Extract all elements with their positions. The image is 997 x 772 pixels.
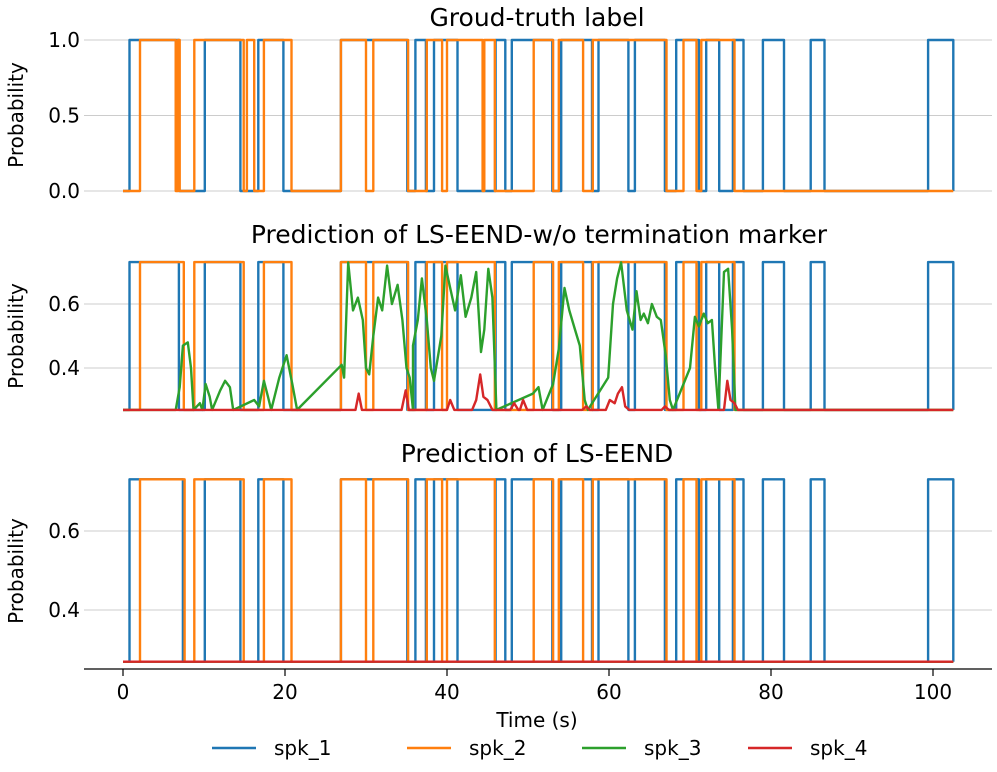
panel-title: Prediction of LS-EEND-w/o termination ma… xyxy=(251,220,828,249)
legend-label-spk-4: spk_4 xyxy=(810,736,867,760)
x-tick-label: 80 xyxy=(758,680,783,704)
series-line-spk-4 xyxy=(123,373,954,412)
y-tick-label: 0.6 xyxy=(48,292,80,316)
y-axis-label: Probability xyxy=(4,518,28,624)
x-tick-label: 40 xyxy=(434,680,459,704)
y-axis-label: Probability xyxy=(4,283,28,389)
legend-label-spk-2: spk_2 xyxy=(469,736,526,760)
series-line-spk-2 xyxy=(123,478,954,663)
series-line-spk-2 xyxy=(123,38,954,193)
y-tick-label: 1.0 xyxy=(48,28,80,52)
legend-label-spk-1: spk_1 xyxy=(274,736,331,760)
y-tick-label: 0.4 xyxy=(48,598,80,622)
x-tick-label: 100 xyxy=(914,680,952,704)
x-tick-label: 20 xyxy=(272,680,297,704)
y-axis-label: Probability xyxy=(4,62,28,168)
panel-ls-eend-wo-termination: 0.4 0.6 Prediction of LS-EEND-w/o termina… xyxy=(4,220,992,412)
y-tick-label: 0.0 xyxy=(48,179,80,203)
legend-label-spk-3: spk_3 xyxy=(644,736,701,760)
panel-title: Groud-truth label xyxy=(429,3,644,32)
legend: spk_1 spk_2 spk_3 spk_4 xyxy=(212,736,867,760)
x-tick-label: 0 xyxy=(117,680,130,704)
panel-ground-truth: 0.0 0.5 1.0 Groud-truth label Probability xyxy=(4,3,992,203)
series-line-spk-3 xyxy=(123,261,954,412)
y-tick-label: 0.6 xyxy=(48,519,80,543)
series-line-spk-1 xyxy=(123,478,955,663)
x-tick-label: 60 xyxy=(596,680,621,704)
y-tick-label: 0.5 xyxy=(48,104,80,128)
x-axis-label: Time (s) xyxy=(495,708,577,732)
panel-title: Prediction of LS-EEND xyxy=(401,439,674,468)
y-tick-label: 0.4 xyxy=(48,356,80,380)
panel-ls-eend: 0.4 0.6 0 20 40 60 80 100 Prediction of LS-EEN… xyxy=(4,439,992,732)
